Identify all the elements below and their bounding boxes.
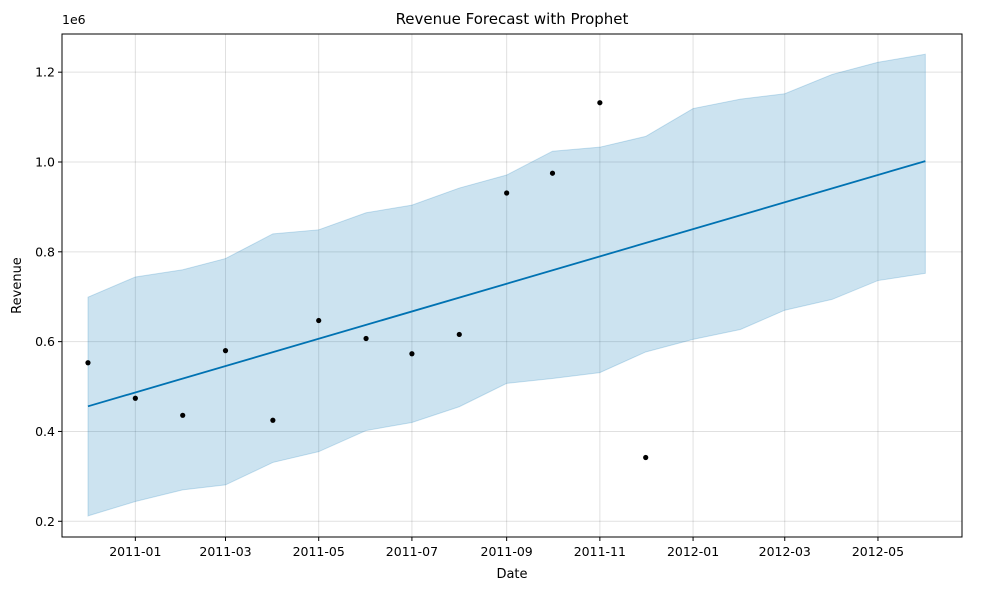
x-tick-label: 2011-11	[574, 544, 626, 559]
observed-point	[363, 335, 369, 342]
x-tick-label: 2011-03	[199, 544, 251, 559]
observed-point	[597, 100, 603, 106]
observed-point	[409, 351, 415, 357]
observed-point	[549, 170, 556, 176]
x-tick-label: 2012-03	[759, 544, 811, 559]
y-axis-label: Revenue	[10, 257, 25, 314]
y-tick-label: 1.0	[35, 154, 55, 169]
observed-point	[222, 348, 229, 354]
y-axis: 0.2 0.4 0.6 0.8 1.0 1.2	[35, 65, 62, 529]
observed-point	[456, 331, 462, 338]
x-tick-label: 2011-07	[386, 544, 438, 559]
observed-points-layer	[85, 100, 649, 461]
plot-frame	[61, 33, 963, 538]
trend-line-layer	[87, 160, 926, 408]
observed-point	[504, 190, 510, 196]
observed-point	[270, 417, 276, 423]
y-tick-label: 0.4	[35, 424, 55, 439]
y-tick-label: 1.2	[35, 65, 55, 80]
x-tick-label: 2012-01	[667, 544, 719, 559]
observed-point	[316, 317, 322, 324]
chart-title: Revenue Forecast with Prophet	[396, 10, 629, 28]
observed-point	[643, 454, 649, 461]
uncertainty-band-layer	[87, 53, 926, 517]
x-tick-label: 2012-05	[852, 544, 904, 559]
grid	[62, 34, 962, 537]
observed-point	[85, 360, 91, 366]
x-axis: 2011-01 2011-03 2011-05 2011-07 2011-09 2011-…	[109, 537, 904, 559]
uncertainty-band	[87, 53, 926, 517]
observed-point	[132, 395, 138, 401]
x-tick-label: 2011-09	[481, 544, 533, 559]
y-tick-label: 0.6	[35, 334, 55, 349]
y-tick-label: 0.2	[35, 514, 55, 529]
x-axis-label: Date	[496, 567, 527, 582]
y-tick-label: 0.8	[35, 244, 55, 259]
observed-point	[180, 412, 186, 418]
trend-line	[87, 160, 926, 408]
x-tick-label: 2011-05	[293, 544, 345, 559]
y-axis-multiplier: 1e6	[62, 12, 86, 27]
x-tick-label: 2011-01	[109, 544, 161, 559]
